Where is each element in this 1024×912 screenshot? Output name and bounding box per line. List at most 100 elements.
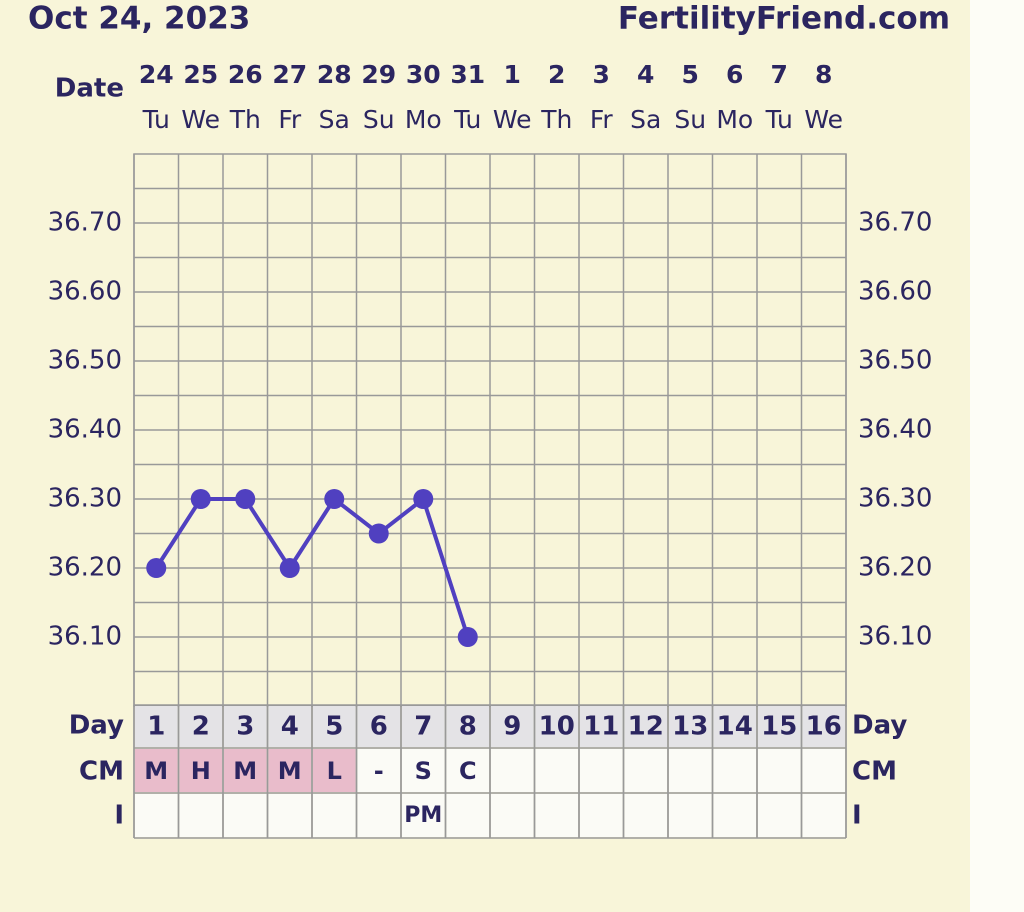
row-label: CM	[79, 757, 124, 787]
cm-cell	[357, 749, 400, 792]
day-cell	[402, 706, 445, 747]
day-number: 10	[539, 712, 575, 742]
i-cell	[624, 794, 667, 837]
cm-cell	[224, 749, 267, 792]
cm-cell	[624, 749, 667, 792]
cm-cell	[491, 749, 534, 792]
day-number: 16	[806, 712, 842, 742]
day-number: 8	[459, 712, 477, 742]
day-cell	[135, 706, 178, 747]
y2-tick-label: 36.70	[858, 208, 932, 238]
weekday-label: Tu	[765, 105, 793, 134]
cm-value: -	[374, 757, 384, 785]
y-tick-label: 36.60	[48, 277, 122, 307]
day-cell	[713, 706, 756, 747]
day-number: 6	[370, 712, 388, 742]
cm-cell	[179, 749, 222, 792]
i-cell	[268, 794, 311, 837]
day-number: 1	[147, 712, 165, 742]
x-tick-label: 31	[450, 60, 485, 89]
day-number: 15	[761, 712, 797, 742]
i-cell	[491, 794, 534, 837]
day-cell	[179, 706, 222, 747]
i-cell	[758, 794, 801, 837]
day-number: 4	[281, 712, 299, 742]
x-tick-label: 2	[548, 60, 565, 89]
x-tick-label: 6	[726, 60, 743, 89]
i-value: PM	[404, 803, 442, 828]
y2-tick-label: 36.30	[858, 484, 932, 514]
weekday-label: Sa	[319, 105, 350, 134]
row-label: Day	[69, 711, 124, 741]
cm-cell	[669, 749, 712, 792]
row-label: I	[114, 801, 124, 831]
weekday-label: Fr	[590, 105, 614, 134]
x-tick-label: 30	[406, 60, 441, 89]
x-tick-label: 24	[139, 60, 174, 89]
x-tick-label: 4	[637, 60, 654, 89]
weekday-label: Th	[540, 105, 572, 134]
brand: FertilityFriend.com	[618, 1, 950, 37]
cm-value: L	[327, 757, 342, 785]
row-label: Day	[852, 711, 907, 741]
weekday-label: Mo	[405, 105, 442, 134]
y2-tick-label: 36.60	[858, 277, 932, 307]
i-cell	[135, 794, 178, 837]
day-number: 9	[503, 712, 521, 742]
cm-cell	[402, 749, 445, 792]
temperature-point	[190, 489, 211, 509]
x-tick-label: 7	[771, 60, 788, 89]
i-cell	[446, 794, 489, 837]
y-tick-label: 36.40	[48, 415, 122, 445]
day-cell	[758, 706, 801, 747]
temperature-point	[146, 558, 167, 578]
weekday-label: We	[493, 105, 532, 134]
weekday-label: Mo	[716, 105, 753, 134]
cm-cell	[313, 749, 356, 792]
day-number: 7	[414, 712, 432, 742]
day-cell	[357, 706, 400, 747]
day-number: 11	[583, 712, 619, 742]
x-tick-label: 8	[815, 60, 832, 89]
cm-value: M	[278, 757, 302, 785]
y-tick-label: 36.50	[48, 346, 122, 376]
temperature-point	[413, 489, 434, 509]
day-cell	[224, 706, 267, 747]
cm-cell	[535, 749, 578, 792]
i-cell	[802, 794, 845, 837]
y-tick-label: 36.10	[48, 622, 122, 652]
y2-tick-label: 36.20	[858, 553, 932, 583]
x-tick-label: 3	[593, 60, 610, 89]
cm-value: C	[459, 757, 477, 785]
day-number: 13	[672, 712, 708, 742]
day-number: 12	[628, 712, 664, 742]
i-cell	[713, 794, 756, 837]
cm-cell	[713, 749, 756, 792]
cm-value: H	[191, 757, 211, 785]
cm-cell	[135, 749, 178, 792]
x-tick-label: 1	[504, 60, 521, 89]
cm-value: M	[144, 757, 168, 785]
day-cell	[535, 706, 578, 747]
day-number: 3	[236, 712, 254, 742]
cm-cell	[446, 749, 489, 792]
day-number: 5	[325, 712, 343, 742]
x-tick-label: 25	[183, 60, 218, 89]
x-tick-label: 26	[228, 60, 263, 89]
y2-tick-label: 36.50	[858, 346, 932, 376]
day-number: 14	[717, 712, 753, 742]
day-cell	[580, 706, 623, 747]
i-cell	[669, 794, 712, 837]
y-tick-label: 36.20	[48, 553, 122, 583]
i-cell	[313, 794, 356, 837]
x-tick-label: 5	[682, 60, 699, 89]
i-cell	[357, 794, 400, 837]
i-cell	[402, 794, 445, 837]
day-cell	[802, 706, 845, 747]
weekday-label: Tu	[453, 105, 481, 134]
row-label: I	[852, 801, 862, 831]
day-cell	[446, 706, 489, 747]
day-cell	[624, 706, 667, 747]
